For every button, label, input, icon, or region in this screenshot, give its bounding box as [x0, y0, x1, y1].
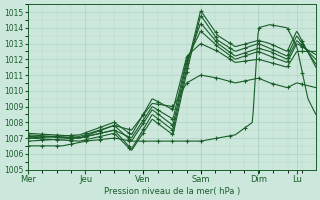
X-axis label: Pression niveau de la mer( hPa ): Pression niveau de la mer( hPa ) [104, 187, 240, 196]
